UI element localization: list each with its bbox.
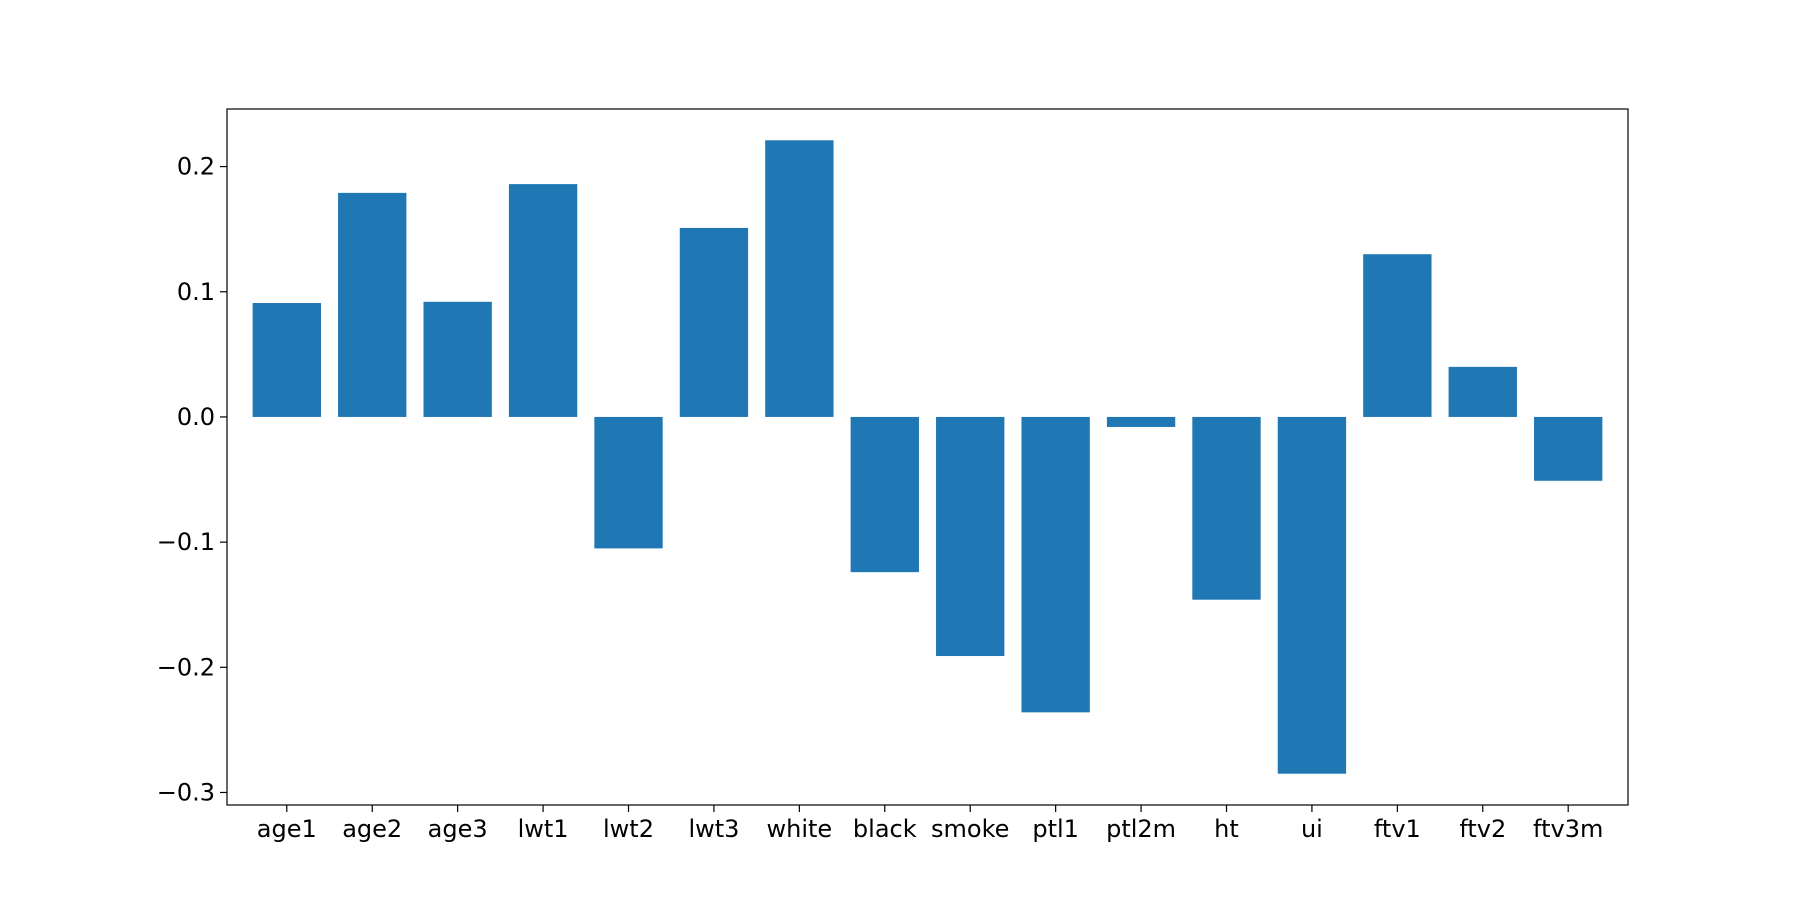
bar-lwt1 — [508, 184, 578, 417]
bar-lwt2 — [594, 416, 663, 549]
x-tick-label: ftv1 — [1374, 815, 1421, 843]
bar-ftv2 — [1448, 366, 1517, 417]
bar-series — [252, 140, 1603, 774]
y-tick-label: 0.2 — [177, 153, 215, 181]
bar-ui — [1277, 416, 1347, 774]
bar-lwt3 — [679, 227, 749, 417]
x-tick-label: age3 — [428, 815, 488, 843]
bar-age1 — [252, 303, 321, 417]
bar-black — [850, 416, 919, 573]
y-tick-label: −0.2 — [157, 653, 215, 681]
x-tick-label: black — [853, 815, 917, 843]
bar-white — [765, 140, 834, 417]
x-tick-label: ui — [1301, 815, 1323, 843]
x-tick-label: age1 — [257, 815, 317, 843]
x-tick-label: ftv2 — [1459, 815, 1506, 843]
bar-age2 — [338, 192, 407, 417]
x-tick-label: ptl1 — [1032, 815, 1079, 843]
y-tick-label: −0.3 — [157, 778, 215, 806]
x-tick-label: lwt2 — [603, 815, 654, 843]
bar-ftv1 — [1363, 254, 1432, 417]
y-tick-label: 0.0 — [177, 403, 215, 431]
bar-ptl1 — [1021, 416, 1090, 713]
x-tick-label: smoke — [931, 815, 1009, 843]
y-axis: −0.3 −0.2 −0.1 0.0 0.1 0.2 — [157, 153, 227, 806]
bar-ftv3m — [1534, 416, 1603, 481]
x-tick-label: age2 — [342, 815, 402, 843]
x-tick-label: lwt3 — [688, 815, 739, 843]
x-axis: age1 age2 age3 lwt1 lwt2 lwt3 white black smoke p… — [257, 805, 1603, 843]
y-tick-label: −0.1 — [157, 528, 215, 556]
bar-smoke — [936, 416, 1005, 657]
bar-ht — [1192, 416, 1261, 600]
bar-ptl2m — [1106, 416, 1176, 427]
x-tick-label: lwt1 — [518, 815, 569, 843]
plot-frame — [226, 108, 1629, 806]
x-tick-label: white — [767, 815, 833, 843]
x-tick-label: ptl2m — [1106, 815, 1176, 843]
x-tick-label: ftv3m — [1533, 815, 1603, 843]
x-tick-label: ht — [1214, 815, 1239, 843]
y-tick-label: 0.1 — [177, 278, 215, 306]
bar-age3 — [423, 301, 492, 417]
